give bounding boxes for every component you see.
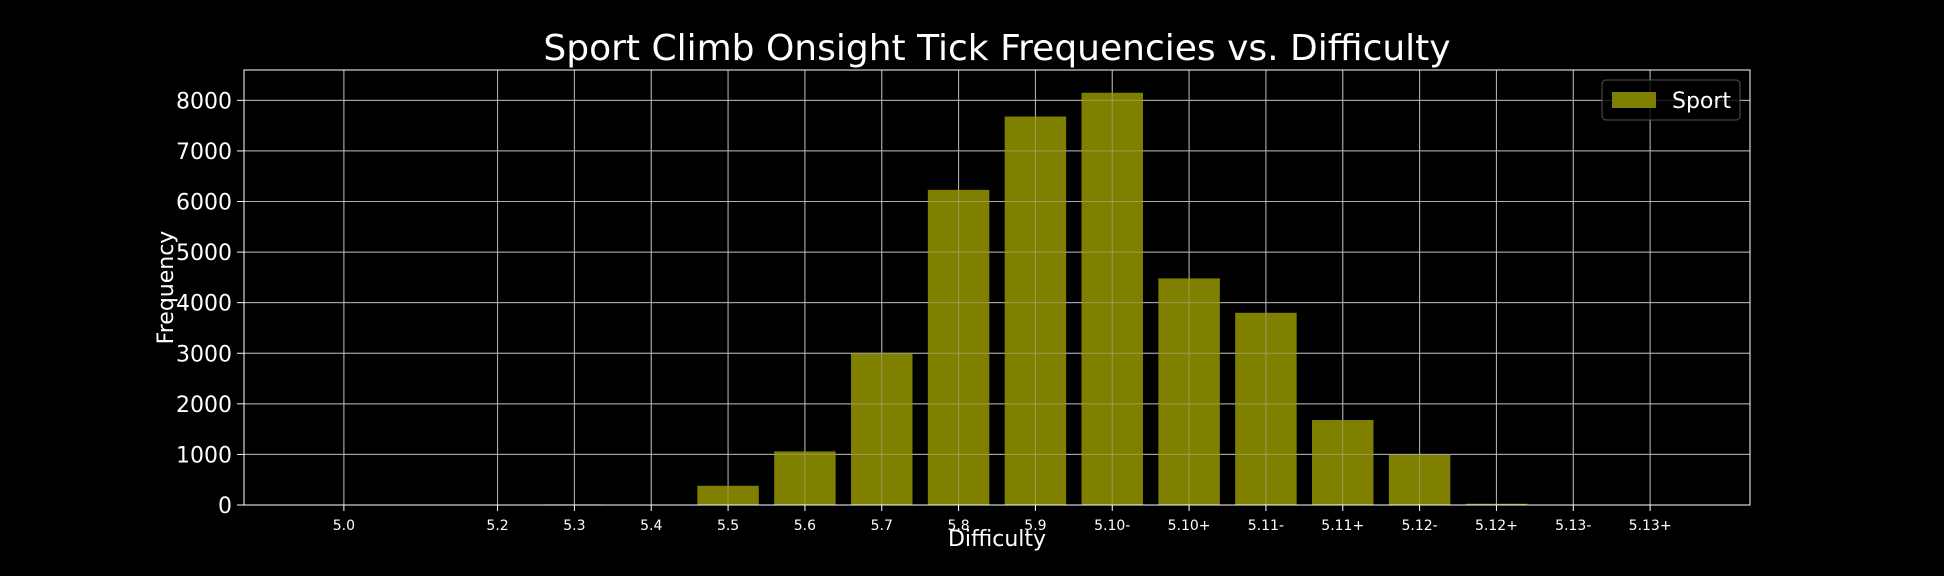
x-tick-label: 5.2 <box>486 518 508 534</box>
x-tick-label: 5.10- <box>1094 518 1130 534</box>
x-axis-label: Difficulty <box>948 527 1046 552</box>
plot-frame <box>243 69 1751 506</box>
x-tick-label: 5.6 <box>794 518 816 534</box>
x-tick-label: 5.8 <box>947 518 969 534</box>
x-tick-label: 5.12- <box>1401 518 1437 534</box>
legend-label-sport: Sport <box>1672 89 1731 114</box>
legend-swatch-sport <box>1612 92 1656 108</box>
chart-title: Sport Climb Onsight Tick Frequencies vs.… <box>543 28 1450 69</box>
x-tick-label: 5.5 <box>717 518 739 534</box>
y-axis-label: Frequency <box>154 231 179 345</box>
legend: Sport <box>1601 79 1741 121</box>
x-tick-label: 5.10+ <box>1168 518 1211 534</box>
x-tick-label: 5.3 <box>563 518 585 534</box>
x-tick-label: 5.4 <box>640 518 662 534</box>
y-tick-label: 1000 <box>176 443 232 468</box>
y-tick-label: 7000 <box>176 140 232 165</box>
x-tick-label: 5.7 <box>871 518 893 534</box>
x-tick-label: 5.0 <box>333 518 355 534</box>
y-tick-label: 4000 <box>176 292 232 317</box>
y-tick-label: 6000 <box>176 191 232 216</box>
legend-box <box>1601 79 1741 121</box>
x-tick-labels: 5.0 5.2 5.3 5.4 5.5 5.6 5.7 5.8 5.9 5.10- 5.10+ 5.1… <box>333 505 1672 534</box>
x-tick-label: 5.11- <box>1248 518 1284 534</box>
x-tick-label: 5.12+ <box>1475 518 1518 534</box>
x-tick-label: 5.9 <box>1024 518 1046 534</box>
x-tick-label: 5.13- <box>1555 518 1591 534</box>
x-tick-label: 5.11+ <box>1321 518 1364 534</box>
y-tick-label: 5000 <box>176 241 232 266</box>
y-tick-label: 8000 <box>176 89 232 114</box>
y-tick-label: 2000 <box>176 393 232 418</box>
x-tick-label: 5.13+ <box>1629 518 1672 534</box>
y-tick-label: 0 <box>218 494 232 519</box>
y-tick-label: 3000 <box>176 342 232 367</box>
y-tick-labels: 0 1000 2000 3000 4000 5000 6000 7000 8000 <box>176 89 244 519</box>
